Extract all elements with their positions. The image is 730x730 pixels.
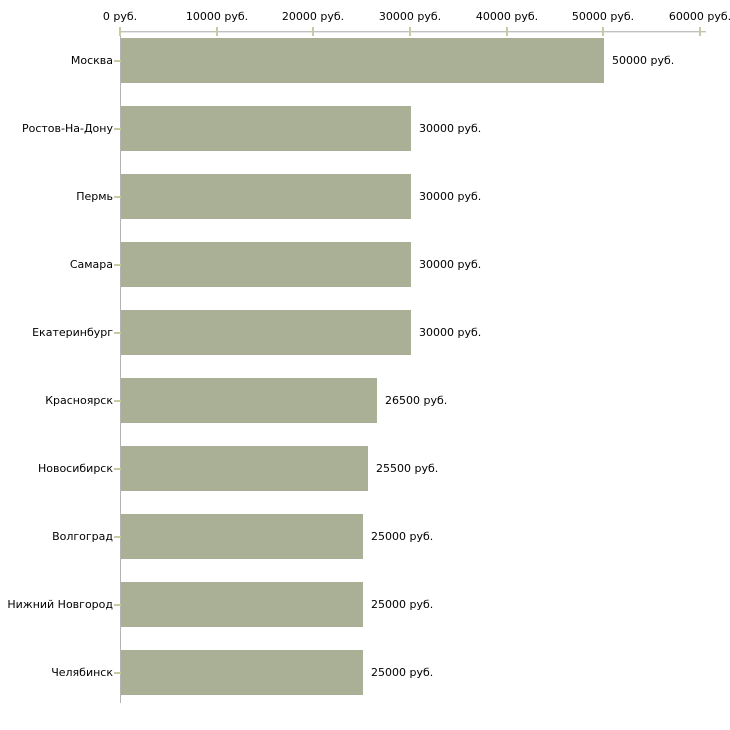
axis-tick-mark	[506, 27, 508, 36]
category-label: Волгоград	[52, 530, 113, 543]
value-label: 30000 руб.	[419, 258, 482, 271]
axis-tick-mark	[409, 27, 411, 36]
category-label: Пермь	[76, 190, 113, 203]
axis-tick-label: 30000 руб.	[378, 10, 442, 23]
category-tick-mark	[114, 128, 121, 130]
value-label: 25500 руб.	[376, 462, 439, 475]
value-label: 25000 руб.	[371, 666, 434, 679]
category-tick-mark	[114, 536, 121, 538]
value-label: 25000 руб.	[371, 530, 434, 543]
y-axis-line	[120, 31, 121, 703]
value-label: 26500 руб.	[385, 394, 448, 407]
axis-tick-mark	[602, 27, 604, 36]
axis-tick-label: 20000 руб.	[281, 10, 345, 23]
axis-tick-label: 0 руб.	[102, 10, 138, 23]
value-label: 30000 руб.	[419, 190, 482, 203]
bar	[121, 38, 604, 83]
x-axis-line	[120, 31, 706, 32]
bar	[121, 242, 411, 287]
category-tick-mark	[114, 672, 121, 674]
bar	[121, 446, 368, 491]
category-tick-mark	[114, 264, 121, 266]
bar	[121, 378, 377, 423]
category-tick-mark	[114, 332, 121, 334]
value-label: 30000 руб.	[419, 326, 482, 339]
category-tick-mark	[114, 400, 121, 402]
category-label: Москва	[70, 54, 113, 67]
axis-tick-label: 60000 руб.	[668, 10, 730, 23]
bar	[121, 514, 363, 559]
category-tick-mark	[114, 468, 121, 470]
value-label: 50000 руб.	[612, 54, 675, 67]
axis-tick-label: 10000 руб.	[185, 10, 249, 23]
category-label: Ростов-На-Дону	[21, 122, 113, 135]
axis-tick-label: 40000 руб.	[475, 10, 539, 23]
category-tick-mark	[114, 196, 121, 198]
axis-tick-mark	[216, 27, 218, 36]
bar	[121, 650, 363, 695]
axis-tick-label: 50000 руб.	[571, 10, 635, 23]
category-label: Самара	[69, 258, 113, 271]
value-label: 25000 руб.	[371, 598, 434, 611]
bar	[121, 582, 363, 627]
bar	[121, 310, 411, 355]
axis-tick-mark	[119, 27, 121, 36]
category-label: Красноярск	[45, 394, 113, 407]
value-label: 30000 руб.	[419, 122, 482, 135]
bar	[121, 106, 411, 151]
category-tick-mark	[114, 60, 121, 62]
category-label: Екатеринбург	[32, 326, 113, 339]
bar	[121, 174, 411, 219]
category-tick-mark	[114, 604, 121, 606]
category-label: Нижний Новгород	[7, 598, 113, 611]
axis-tick-mark	[699, 27, 701, 36]
axis-tick-mark	[312, 27, 314, 36]
category-label: Новосибирск	[37, 462, 113, 475]
category-label: Челябинск	[51, 666, 113, 679]
